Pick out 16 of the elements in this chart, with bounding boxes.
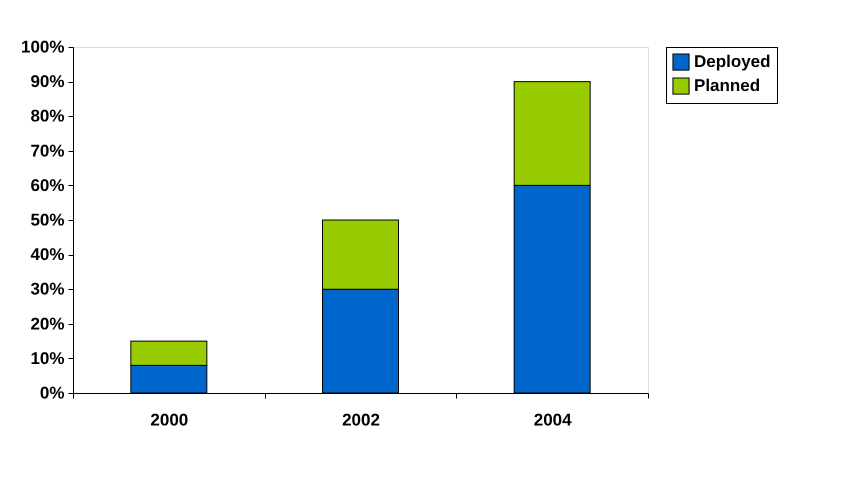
y-tick-label: 80% bbox=[30, 106, 64, 126]
y-tick-label: 90% bbox=[30, 72, 64, 92]
y-tick-label: 50% bbox=[30, 210, 64, 230]
y-tick-label: 20% bbox=[30, 314, 64, 334]
y-tick-label: 40% bbox=[30, 245, 64, 264]
y-tick-label: 0% bbox=[40, 384, 64, 402]
y-tick-label: 100% bbox=[21, 38, 64, 56]
y-tick-label: 60% bbox=[30, 176, 64, 195]
legend-label: Planned bbox=[694, 76, 760, 95]
x-tick-label: 2000 bbox=[150, 410, 188, 430]
x-tick-label: 2004 bbox=[534, 410, 572, 430]
y-tick-label: 30% bbox=[30, 280, 64, 299]
y-tick-label: 70% bbox=[30, 141, 64, 160]
legend-label: Deployed bbox=[694, 52, 771, 71]
y-tick-label: 10% bbox=[30, 348, 64, 368]
x-tick-label: 2002 bbox=[342, 410, 380, 430]
